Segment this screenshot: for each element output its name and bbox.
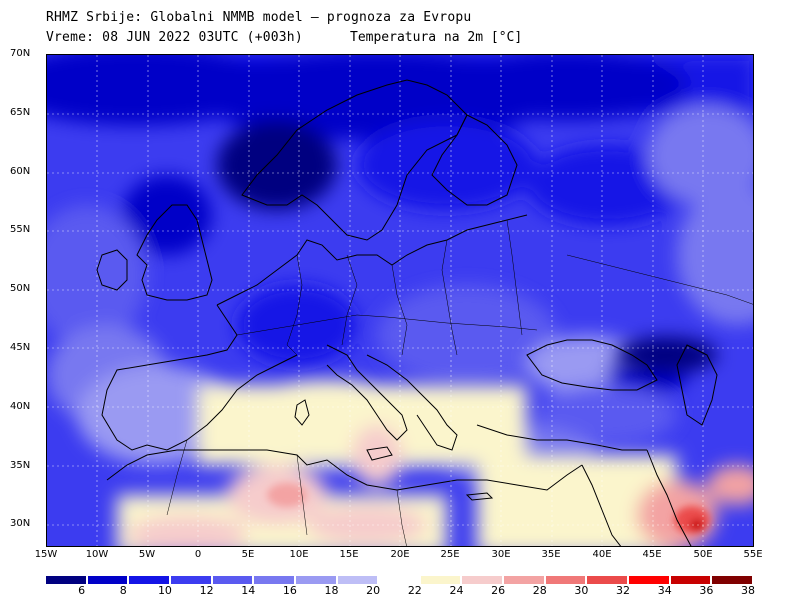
lon-label-25e: 25E [440,549,460,560]
lat-label-70n: 70N [10,48,31,59]
colorbar-swatch [504,576,544,584]
colorbar-swatch [129,576,169,584]
colorbar-swatch [712,576,752,584]
warm-field [117,337,753,546]
lat-label-65n: 65N [10,107,31,118]
lon-label-5w: 5W [138,549,156,560]
hot-spots [267,483,710,534]
colorbar [46,576,754,584]
map-canvas [47,55,753,546]
lat-label-60n: 60N [10,166,31,177]
temperature-field [47,55,753,485]
title-line-2: Vreme: 08 JUN 2022 03UTC (+003h) [46,30,303,45]
colorbar-swatch [295,576,336,584]
colorbar-swatch [379,576,419,584]
colorbar-swatch [170,576,211,584]
colorbar-swatch [212,576,253,584]
colorbar-swatch [462,576,503,584]
colorbar-tick-label: 12 [199,584,214,597]
lon-label-5e: 5E [241,549,255,560]
colorbar-swatch [87,576,128,584]
lat-label-55n: 55N [10,224,31,235]
temperature-map [46,54,754,547]
lon-label-40e: 40E [592,549,612,560]
lat-label-35n: 35N [10,460,31,471]
lon-label-30e: 30E [491,549,511,560]
lon-label-10w: 10W [85,549,109,560]
colorbar-tick-label: 26 [491,584,506,597]
lon-label-0: 0 [194,549,202,560]
lon-label-15w: 15W [34,549,58,560]
colorbar-tick-label: 8 [119,584,127,597]
colorbar-swatch [629,576,669,584]
colorbar-tick-label: 18 [324,584,339,597]
coastlines [96,79,718,546]
graticule [47,55,753,546]
colorbar-tick-label: 14 [241,584,256,597]
colorbar-tick-label: 32 [616,584,631,597]
colorbar-tick-label: 22 [407,584,422,597]
colorbar-tick-label: 16 [282,584,297,597]
colorbar-tick-label: 6 [78,584,86,597]
colorbar-swatch [545,576,586,584]
lon-label-50e: 50E [693,549,713,560]
colorbar-tick-label: 10 [157,584,172,597]
title-line-1: RHMZ Srbije: Globalni NMMB model — progn… [46,10,472,25]
colorbar-tick-label: 36 [699,584,714,597]
title-line-3: Temperatura na 2m [°C] [350,30,523,45]
lat-label-50n: 50N [10,283,31,294]
colorbar-tick-label: 28 [532,584,547,597]
colorbar-swatch [46,576,86,584]
lon-label-15e: 15E [339,549,359,560]
colorbar-swatch [254,576,294,584]
lon-label-55e: 55E [743,549,763,560]
lon-label-35e: 35E [541,549,561,560]
colorbar-tick-label: 20 [366,584,381,597]
colorbar-tick-label: 30 [574,584,589,597]
lon-label-45e: 45E [642,549,662,560]
colorbar-swatch [420,576,461,584]
lon-label-10e: 10E [289,549,309,560]
lon-label-20e: 20E [390,549,410,560]
lat-label-45n: 45N [10,342,31,353]
lat-label-40n: 40N [10,401,31,412]
colorbar-tick-label: 38 [741,584,755,597]
lat-label-30n: 30N [10,518,31,529]
colorbar-swatch [587,576,628,584]
colorbar-swatch [670,576,711,584]
colorbar-swatch [337,576,378,584]
colorbar-tick-label: 24 [449,584,464,597]
colorbar-tick-label: 34 [657,584,672,597]
country-borders [166,219,753,546]
